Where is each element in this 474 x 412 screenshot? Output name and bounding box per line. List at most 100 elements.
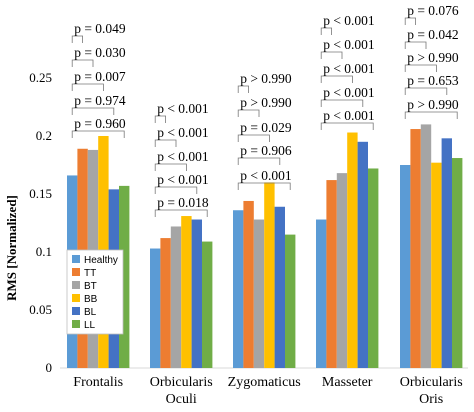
p-value-label: p = 0.042 [407, 27, 459, 42]
legend-label: LL [84, 320, 96, 331]
legend-label: TT [84, 268, 96, 279]
y-tick-label: 0.25 [29, 70, 52, 85]
significance-bracket [320, 122, 374, 130]
y-tick-label: 0 [46, 360, 53, 375]
bar-ll [119, 185, 130, 368]
bar-bb [264, 182, 275, 368]
significance-bracket [154, 186, 198, 194]
y-tick-label: 0.2 [36, 128, 52, 143]
plot-area: 0 0.05 0.1 0.15 0.2 0.25 Frontalis Orbicularis O… [29, 3, 468, 407]
bar-bl [357, 141, 368, 368]
legend-label: Healthy [84, 255, 118, 266]
legend-swatch-healthy [72, 255, 80, 263]
p-value-label: p < 0.001 [323, 13, 375, 28]
legend-label: BT [84, 281, 97, 292]
bar-ll [202, 241, 213, 368]
bar-bt [420, 124, 432, 369]
p-value-label: p = 0.018 [157, 195, 209, 210]
category-label: Orbicularis [400, 375, 463, 390]
significance-bracket [404, 111, 458, 119]
bar-bl [441, 138, 452, 368]
significance-bracket [154, 115, 166, 123]
p-value-label: p < 0.001 [323, 37, 375, 52]
p-value-label: p = 0.076 [407, 3, 459, 18]
bar-tt [326, 180, 337, 368]
significance-bracket [237, 182, 291, 190]
y-tick-label: 0.1 [36, 244, 52, 259]
category-label: Oris [419, 392, 443, 407]
significance-bracket [237, 109, 260, 117]
significance-bracket [320, 51, 343, 59]
p-value-label: p < 0.001 [240, 168, 292, 183]
bar-bt [336, 173, 348, 368]
significance-bracket [320, 75, 353, 83]
bar-healthy [150, 248, 161, 368]
p-value-label: p < 0.001 [323, 85, 375, 100]
p-value-label: p = 0.049 [74, 21, 126, 36]
significance-bracket [404, 87, 448, 95]
bar-ll [368, 168, 379, 368]
bar-tt [410, 129, 421, 368]
bar-bb [347, 132, 358, 368]
p-value-label: p = 0.007 [74, 69, 126, 84]
p-value-label: p = 0.653 [407, 73, 459, 88]
legend-swatch-ll [72, 320, 80, 328]
legend-swatch-bl [72, 307, 80, 315]
significance-bracket [320, 99, 364, 107]
p-value-label: p = 0.906 [240, 143, 292, 158]
category-label: Oculi [166, 392, 197, 407]
significance-bracket [154, 139, 177, 147]
legend-label: BB [84, 294, 98, 305]
bar-bt [170, 226, 182, 368]
significance-bracket [71, 35, 83, 43]
significance-bracket [154, 163, 187, 171]
y-axis-label: RMS [Normalized] [4, 195, 19, 301]
significance-bracket [320, 27, 332, 35]
p-value-label: p < 0.001 [323, 108, 375, 123]
p-value-label: p < 0.001 [157, 101, 209, 116]
significance-bracket [71, 130, 125, 138]
significance-bracket [71, 83, 104, 91]
bar-bt [253, 219, 265, 368]
bar-ll [452, 158, 463, 368]
significance-bracket [237, 157, 281, 165]
p-value-label: p = 0.029 [240, 120, 292, 135]
p-value-label: p < 0.001 [157, 149, 209, 164]
p-value-label: p < 0.001 [323, 61, 375, 76]
bar-healthy [233, 210, 244, 368]
significance-bracket [404, 41, 427, 49]
significance-bracket [404, 17, 416, 25]
category-label: Frontalis [73, 375, 123, 390]
y-tick-label: 0.05 [29, 302, 52, 317]
bar-bb [181, 216, 192, 368]
p-value-label: p = 0.030 [74, 45, 126, 60]
p-value-label: p > 0.990 [407, 50, 459, 65]
category-label: Orbicularis [150, 375, 213, 390]
significance-bracket [237, 134, 270, 142]
bar-tt [243, 200, 254, 368]
legend-swatch-tt [72, 268, 80, 276]
p-value-label: p = 0.974 [74, 93, 126, 108]
significance-bracket [404, 64, 437, 72]
bar-bl [274, 206, 285, 368]
p-value-label: p > 0.990 [407, 97, 459, 112]
bar-healthy [400, 165, 411, 368]
significance-bracket [71, 107, 115, 115]
bar-healthy [316, 219, 327, 368]
significance-bracket [237, 85, 249, 93]
significance-bracket [71, 59, 94, 67]
category-label: Masseter [322, 375, 373, 390]
p-value-label: p > 0.990 [240, 71, 292, 86]
p-value-label: p < 0.001 [157, 125, 209, 140]
legend-swatch-bt [72, 281, 80, 289]
bar-bb [431, 162, 442, 368]
bar-bl [191, 219, 202, 368]
category-label: Zygomaticus [228, 375, 301, 390]
bar-tt [160, 238, 171, 368]
significance-bracket [154, 209, 208, 217]
legend-label: BL [84, 307, 97, 318]
legend-swatch-bb [72, 294, 80, 302]
p-value-label: p > 0.990 [240, 95, 292, 110]
y-tick-label: 0.15 [29, 186, 52, 201]
